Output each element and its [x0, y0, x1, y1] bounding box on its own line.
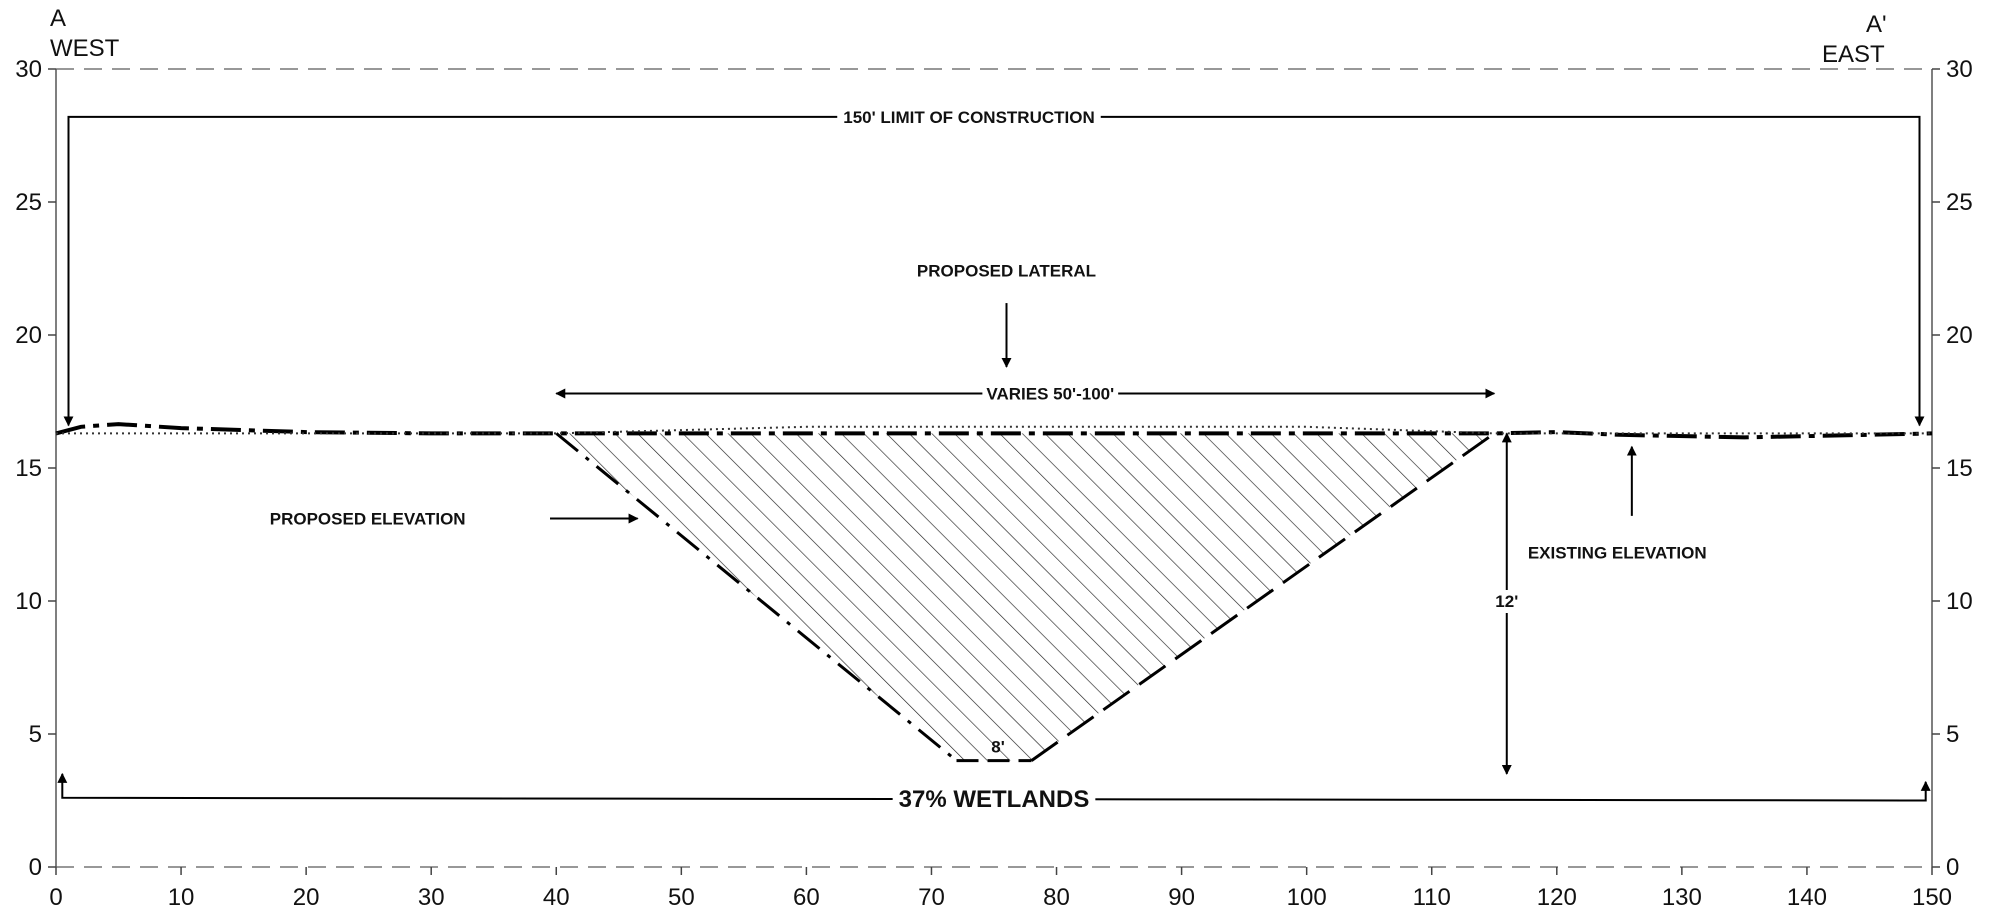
y-tick-label-right: 15 — [1946, 455, 1973, 482]
limit-of-construction-label-bg — [837, 105, 1101, 129]
x-tick-label: 10 — [168, 884, 195, 911]
x-tick-label: 30 — [418, 884, 445, 911]
proposed-lateral-label: PROPOSED LATERAL — [917, 261, 1096, 280]
x-tick-label: 120 — [1537, 884, 1577, 911]
west-label: WEST — [50, 35, 120, 62]
limit-of-construction-label: 150' LIMIT OF CONSTRUCTION — [843, 108, 1095, 127]
varies-label-bg — [982, 382, 1119, 406]
x-tick-label: 20 — [293, 884, 320, 911]
y-tick-label-left: 25 — [15, 189, 42, 216]
depth-label: 12' — [1495, 592, 1518, 611]
y-tick-label-right: 5 — [1946, 721, 1959, 748]
trench-hatch — [556, 433, 1495, 761]
x-tick-label: 90 — [1168, 884, 1195, 911]
x-tick-label: 40 — [543, 884, 570, 911]
x-tick-label: 50 — [668, 884, 695, 911]
wetlands-label: 37% WETLANDS — [899, 786, 1090, 813]
west-letter: A — [50, 5, 66, 32]
x-tick-label: 80 — [1043, 884, 1070, 911]
depth-label-bg — [1492, 590, 1522, 613]
y-tick-label-right: 10 — [1946, 588, 1973, 615]
y-tick-label-right: 30 — [1946, 56, 1973, 83]
y-tick-label-left: 10 — [15, 588, 42, 615]
y-tick-label-right: 20 — [1946, 322, 1973, 349]
y-tick-label-right: 0 — [1946, 854, 1959, 881]
y-tick-label-left: 0 — [29, 854, 42, 881]
existing-elevation-label: EXISTING ELEVATION — [1528, 543, 1707, 562]
varies-width-label: VARIES 50'-100' — [986, 385, 1114, 404]
y-tick-label-right: 25 — [1946, 189, 1973, 216]
x-tick-label: 130 — [1662, 884, 1702, 911]
trench-left-slope — [555, 432, 958, 762]
trench-right-slope — [1030, 432, 1496, 762]
east-letter: A' — [1866, 11, 1887, 38]
x-tick-label: 70 — [918, 884, 945, 911]
proposed-elevation-label: PROPOSED ELEVATION — [270, 510, 466, 529]
x-tick-label: 150 — [1912, 884, 1952, 911]
east-label: EAST — [1822, 41, 1885, 68]
bottom-width-label: 8' — [991, 738, 1005, 757]
y-tick-label-left: 20 — [15, 322, 42, 349]
x-tick-label: 140 — [1787, 884, 1827, 911]
wetlands-label-bg — [892, 783, 1096, 815]
y-tick-label-left: 15 — [15, 455, 42, 482]
x-tick-label: 60 — [793, 884, 820, 911]
x-tick-label: 100 — [1287, 884, 1327, 911]
y-tick-label-left: 30 — [15, 56, 42, 83]
y-tick-label-left: 5 — [29, 721, 42, 748]
x-tick-label: 110 — [1413, 884, 1451, 911]
x-tick-label: 0 — [49, 884, 62, 911]
